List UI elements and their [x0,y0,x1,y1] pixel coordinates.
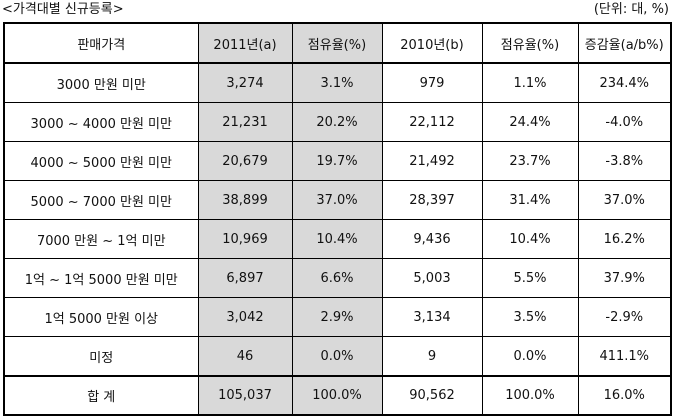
share-2011-cell: 0.0% [291,336,383,377]
count-2010-cell: 979 [381,62,483,103]
table-row: 1억 ~ 1억 5000 만원 미만 6,897 6.6% 5,003 5.5%… [3,258,672,298]
column-header-share-2010: 점유율(%) [481,22,579,64]
share-2011-cell: 6.6% [291,258,383,298]
total-label-cell: 합 계 [3,375,199,416]
count-2010-cell: 22,112 [381,102,483,142]
share-2010-cell: 3.5% [481,297,579,337]
count-2010-cell: 9 [381,336,483,377]
table-caption: <가격대별 신규등록> [2,2,124,17]
column-header-change-rate: 증감율(a/b%) [577,22,672,64]
share-2010-cell: 10.4% [481,219,579,259]
price-range-cell: 7000 만원 ~ 1억 미만 [3,219,199,259]
count-2010-cell: 3,134 [381,297,483,337]
count-2011-cell: 10,969 [197,219,293,259]
change-rate-cell: -4.0% [577,102,672,142]
count-2011-cell: 3,274 [197,62,293,103]
count-2010-cell: 21,492 [381,141,483,181]
change-rate-cell: 411.1% [577,336,672,377]
table-header-row: 판매가격 2011년(a) 점유율(%) 2010년(b) 점유율(%) 증감율… [3,22,672,64]
share-2011-cell: 20.2% [291,102,383,142]
table-row: 7000 만원 ~ 1억 미만 10,969 10.4% 9,436 10.4%… [3,219,672,259]
column-header-2011: 2011년(a) [197,22,293,64]
table-total-row: 합 계 105,037 100.0% 90,562 100.0% 16.0% [3,375,672,416]
price-range-cell: 4000 ~ 5000 만원 미만 [3,141,199,181]
change-rate-cell: 234.4% [577,62,672,103]
share-2011-cell: 37.0% [291,180,383,220]
column-header-price: 판매가격 [3,22,199,64]
table-row: 3000 만원 미만 3,274 3.1% 979 1.1% 234.4% [3,62,672,103]
change-rate-cell: 37.0% [577,180,672,220]
table-row: 5000 ~ 7000 만원 미만 38,899 37.0% 28,397 31… [3,180,672,220]
change-rate-cell: -2.9% [577,297,672,337]
column-header-share-2011: 점유율(%) [291,22,383,64]
share-2010-cell: 24.4% [481,102,579,142]
count-2011-cell: 6,897 [197,258,293,298]
total-share-2011-cell: 100.0% [291,375,383,416]
share-2011-cell: 10.4% [291,219,383,259]
share-2010-cell: 23.7% [481,141,579,181]
change-rate-cell: -3.8% [577,141,672,181]
count-2011-cell: 3,042 [197,297,293,337]
price-range-cell: 1억 5000 만원 이상 [3,297,199,337]
total-share-2010-cell: 100.0% [481,375,579,416]
count-2011-cell: 46 [197,336,293,377]
share-2010-cell: 5.5% [481,258,579,298]
change-rate-cell: 16.2% [577,219,672,259]
share-2011-cell: 2.9% [291,297,383,337]
price-range-registration-table: 판매가격 2011년(a) 점유율(%) 2010년(b) 점유율(%) 증감율… [3,22,672,416]
share-2010-cell: 31.4% [481,180,579,220]
share-2010-cell: 1.1% [481,62,579,103]
price-range-cell: 3000 ~ 4000 만원 미만 [3,102,199,142]
price-range-cell: 미정 [3,336,199,377]
table-row: 4000 ~ 5000 만원 미만 20,679 19.7% 21,492 23… [3,141,672,181]
total-2011-cell: 105,037 [197,375,293,416]
column-header-2010: 2010년(b) [381,22,483,64]
table-row: 3000 ~ 4000 만원 미만 21,231 20.2% 22,112 24… [3,102,672,142]
share-2010-cell: 0.0% [481,336,579,377]
count-2010-cell: 5,003 [381,258,483,298]
total-2010-cell: 90,562 [381,375,483,416]
count-2010-cell: 9,436 [381,219,483,259]
share-2011-cell: 19.7% [291,141,383,181]
share-2011-cell: 3.1% [291,62,383,103]
count-2011-cell: 21,231 [197,102,293,142]
total-change-rate-cell: 16.0% [577,375,672,416]
count-2011-cell: 20,679 [197,141,293,181]
count-2011-cell: 38,899 [197,180,293,220]
count-2010-cell: 28,397 [381,180,483,220]
unit-label: (단위: 대, %) [593,2,669,17]
price-range-cell: 1억 ~ 1억 5000 만원 미만 [3,258,199,298]
price-range-cell: 3000 만원 미만 [3,62,199,103]
table-row: 미정 46 0.0% 9 0.0% 411.1% [3,336,672,377]
table-row: 1억 5000 만원 이상 3,042 2.9% 3,134 3.5% -2.9… [3,297,672,337]
price-range-cell: 5000 ~ 7000 만원 미만 [3,180,199,220]
change-rate-cell: 37.9% [577,258,672,298]
